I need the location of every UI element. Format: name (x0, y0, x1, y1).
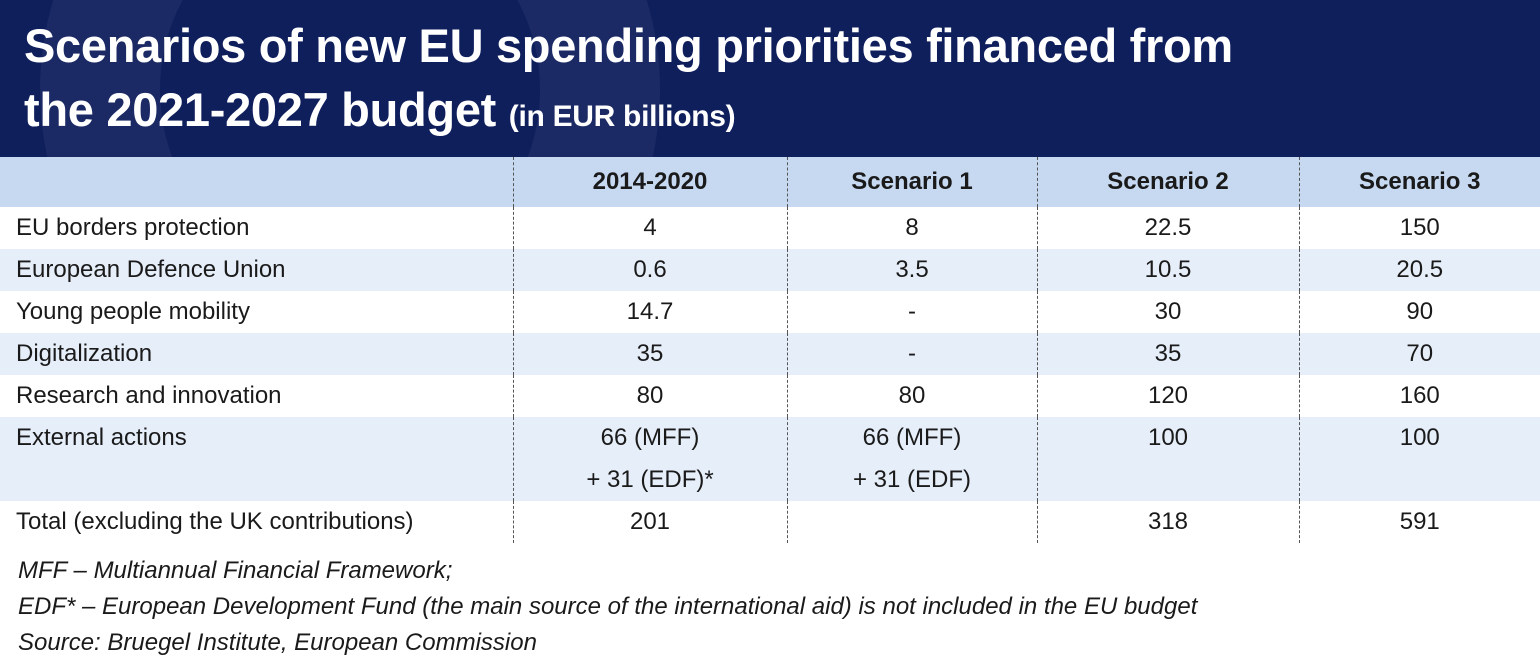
cell-value: 150 (1399, 214, 1440, 241)
table-cell: 80 (512, 375, 787, 417)
table-cell: 90 (1298, 291, 1540, 333)
cell-value: 80 (636, 382, 664, 409)
footnote-source: Source: Bruegel Institute, European Comm… (18, 629, 537, 656)
table-cell: - (786, 333, 1037, 375)
cell-value: 20.5 (1396, 256, 1444, 283)
cell-value: - (908, 298, 916, 325)
data-table-container: 2014-2020 Scenario 1 Scenario 2 Scenario 3 … (0, 157, 1540, 543)
row-label: Digitalization (0, 333, 513, 375)
table-cell: 3.5 (786, 249, 1037, 291)
table-cell: 66 (MFF) + 31 (EDF) (786, 417, 1037, 501)
row-label-text: Total (excluding the UK contributions) (16, 508, 414, 535)
footnotes: MFF – Multiannual Financial Framework; E… (18, 553, 1518, 661)
table-cell: 8 (786, 207, 1037, 249)
table-row: EU borders protection 4 8 22.5 150 (0, 207, 1540, 249)
table-cell: 30 (1036, 291, 1299, 333)
table-cell: 66 (MFF) + 31 (EDF)* (512, 417, 787, 501)
table-cell: 0.6 (512, 249, 787, 291)
cell-value: 3.5 (895, 256, 929, 283)
row-label-text: Digitalization (16, 340, 153, 367)
cell-value: 8 (905, 214, 919, 241)
cell-value: 591 (1399, 508, 1440, 535)
row-label: European Defence Union (0, 249, 513, 291)
cell-value: 100 (1147, 424, 1189, 451)
table-cell: 80 (786, 375, 1037, 417)
cell-value: 4 (643, 214, 657, 241)
table-cell: 35 (1036, 333, 1299, 375)
table-cell: 100 (1036, 417, 1299, 501)
row-label: Research and innovation (0, 375, 513, 417)
table-row: External actions 66 (MFF) + 31 (EDF)* 66 (M… (0, 417, 1540, 501)
cell-value: 70 (1406, 340, 1434, 367)
table-cell: 318 (1036, 501, 1299, 543)
table-row: Research and innovation 80 80 120 160 (0, 375, 1540, 417)
cell-value: 90 (1406, 298, 1434, 325)
column-header: 2014-2020 (512, 157, 787, 207)
table-cell: 201 (512, 501, 787, 543)
row-label: Total (excluding the UK contributions) (0, 501, 513, 543)
cell-value: 160 (1399, 382, 1440, 409)
footnote-mff: MFF – Multiannual Financial Framework; (18, 557, 453, 584)
watermark-logo (40, 0, 660, 157)
title-line-2-text: the 2021-2027 budget (24, 83, 497, 136)
cell-value: 10.5 (1144, 256, 1192, 283)
row-label-text: Young people mobility (16, 298, 250, 325)
row-label: Young people mobility (0, 291, 513, 333)
cell-value: 0.6 (633, 256, 667, 283)
header-row: 2014-2020 Scenario 1 Scenario 2 Scenario 3 (0, 157, 1540, 207)
title-line-1: Scenarios of new EU spending priorities … (24, 19, 1233, 72)
cell-value: 100 (1399, 424, 1440, 451)
table-cell: 150 (1298, 207, 1540, 249)
table-cell: 160 (1298, 375, 1540, 417)
table-cell: 22.5 (1036, 207, 1299, 249)
table-cell: 20.5 (1298, 249, 1540, 291)
row-label-text: EU borders protection (16, 214, 250, 241)
footnote-edf: EDF* – European Development Fund (the ma… (18, 593, 1198, 620)
table-cell: 591 (1298, 501, 1540, 543)
title-line-2: the 2021-2027 budget (in EUR billions) (24, 78, 1504, 149)
table-cell: 4 (512, 207, 787, 249)
row-label: EU borders protection (0, 207, 513, 249)
table-cell: 35 (512, 333, 787, 375)
row-label-text: Research and innovation (16, 382, 282, 409)
table-cell (786, 501, 1037, 543)
title-banner: Scenarios of new EU spending priorities … (0, 0, 1540, 157)
cell-value: 14.7 (626, 298, 674, 325)
cell-value: 80 (898, 382, 926, 409)
column-header: Scenario 3 (1298, 157, 1540, 207)
chart-title: Scenarios of new EU spending priorities … (24, 14, 1504, 149)
column-header: Scenario 2 (1036, 157, 1299, 207)
table-cell: 14.7 (512, 291, 787, 333)
column-header-label (0, 157, 513, 207)
table-row: Young people mobility 14.7 - 30 90 (0, 291, 1540, 333)
table-row: Total (excluding the UK contributions) 20… (0, 501, 1540, 543)
cell-value: + 31 (EDF)* (586, 466, 714, 493)
cell-value: 120 (1147, 382, 1189, 409)
cell-value: + 31 (EDF) (852, 466, 972, 493)
cell-value: 30 (1154, 298, 1182, 325)
table-cell: 120 (1036, 375, 1299, 417)
row-label-text: European Defence Union (16, 256, 286, 283)
table-row: European Defence Union 0.6 3.5 10.5 20.5 (0, 249, 1540, 291)
cell-value: 318 (1147, 508, 1189, 535)
cell-value: 66 (MFF) (862, 424, 962, 451)
table-row: Digitalization 35 - 35 70 (0, 333, 1540, 375)
data-table: 2014-2020 Scenario 1 Scenario 2 Scenario 3 … (0, 157, 1540, 543)
table-cell: 100 (1298, 417, 1540, 501)
title-unit: (in EUR billions) (508, 100, 736, 133)
table-body: EU borders protection 4 8 22.5 150 European D… (0, 207, 1540, 543)
cell-value: 66 (MFF) (600, 424, 700, 451)
table-cell: 10.5 (1036, 249, 1299, 291)
row-label-text: External actions (16, 424, 187, 451)
cell-value: 35 (1154, 340, 1182, 367)
cell-value: - (908, 340, 916, 367)
row-label: External actions (0, 417, 513, 501)
cell-value: 22.5 (1144, 214, 1192, 241)
column-header: Scenario 1 (786, 157, 1037, 207)
cell-value: 35 (636, 340, 664, 367)
table-cell: 70 (1298, 333, 1540, 375)
table-cell: - (786, 291, 1037, 333)
cell-value: 201 (629, 508, 671, 535)
